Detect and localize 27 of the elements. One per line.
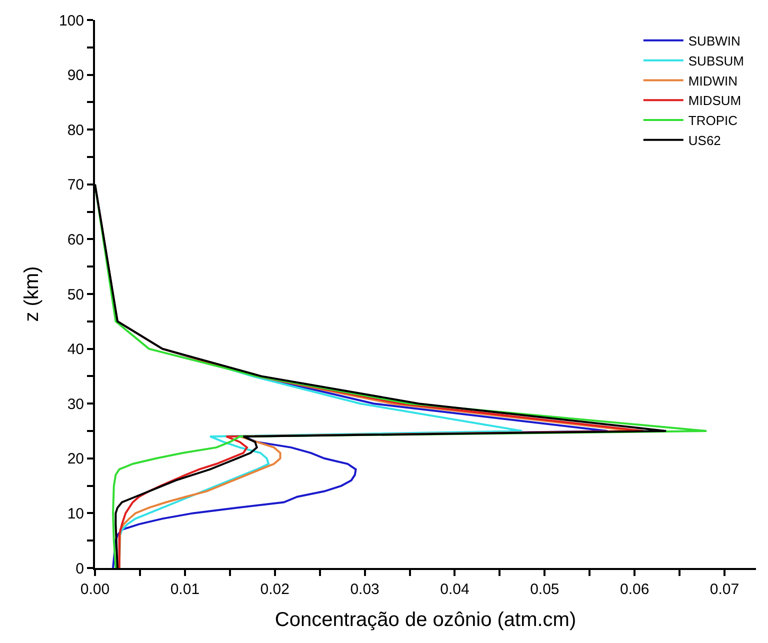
x-tick-label: 0.00	[80, 581, 110, 598]
legend-label: MIDWIN	[688, 73, 738, 88]
x-tick-label: 0.07	[710, 581, 740, 598]
y-tick-label: 100	[58, 12, 84, 30]
y-tick-label: 40	[67, 341, 84, 358]
y-tick-label: 0	[76, 560, 84, 578]
y-tick-label: 10	[67, 505, 84, 522]
y-tick-label: 90	[67, 67, 84, 84]
x-tick-label: 0.03	[350, 581, 380, 598]
x-axis-title: Concentração de ozônio (atm.cm)	[274, 609, 576, 631]
y-axis-title: z (km)	[20, 266, 43, 322]
y-tick-label: 80	[67, 122, 84, 139]
legend-label: US62	[688, 133, 721, 148]
legend-label: SUBSUM	[688, 53, 744, 68]
x-tick-label: 0.01	[170, 581, 200, 598]
x-tick-label: 0.04	[440, 581, 470, 598]
y-tick-label: 60	[67, 231, 84, 248]
y-tick-label: 30	[67, 396, 84, 413]
y-tick-label: 50	[67, 286, 84, 304]
y-tick-label: 20	[67, 450, 84, 468]
legend-label: TROPIC	[688, 113, 738, 128]
legend-label: MIDSUM	[688, 93, 742, 108]
y-tick-label: 70	[67, 176, 84, 194]
x-tick-label: 0.02	[260, 581, 290, 598]
x-tick-label: 0.06	[620, 581, 650, 598]
x-tick-label: 0.05	[530, 581, 560, 598]
legend-label: SUBWIN	[688, 34, 740, 48]
